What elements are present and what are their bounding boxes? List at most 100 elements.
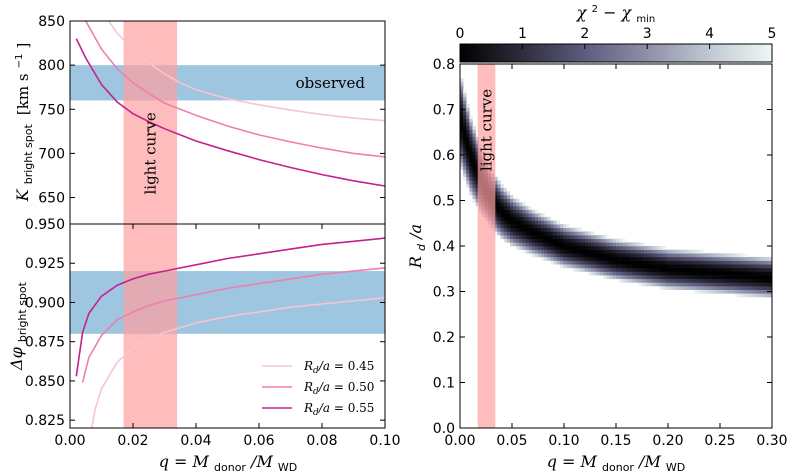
heatmap-cell <box>525 235 529 240</box>
heatmap-cell <box>665 271 670 276</box>
heatmap-cell <box>737 289 742 294</box>
heatmap-cell <box>472 198 476 203</box>
heatmap-cell <box>656 271 660 276</box>
heatmap-cell <box>609 242 614 247</box>
heatmap-cell <box>687 260 692 265</box>
heatmap-cell <box>466 111 470 116</box>
heatmap-cell <box>687 271 692 276</box>
heatmap-cell <box>469 122 473 127</box>
light-curve-band <box>123 224 178 428</box>
heatmap-cell <box>559 238 564 243</box>
heatmap-cell <box>634 271 639 276</box>
heatmap-cell <box>690 267 695 272</box>
heatmap-cell <box>669 271 673 276</box>
heatmap-cell <box>538 224 542 229</box>
heatmap-cell <box>709 256 714 261</box>
heatmap-cell <box>475 176 480 181</box>
heatmap-cell <box>640 253 645 258</box>
heatmap-cell <box>669 278 673 283</box>
heatmap-cell <box>768 264 772 269</box>
heatmap-cell <box>472 129 476 134</box>
heatmap-cell <box>516 213 520 218</box>
heatmap-cell <box>690 249 695 254</box>
heatmap-cell <box>503 220 508 225</box>
heatmap-cell <box>597 253 601 258</box>
heatmap-cell <box>569 249 573 254</box>
heatmap-cell <box>659 282 664 287</box>
heatmap-cell <box>728 264 732 269</box>
heatmap-cell <box>712 256 717 261</box>
heatmap-cell <box>762 264 767 269</box>
heatmap-cell <box>569 256 573 261</box>
heatmap-cell <box>497 184 501 189</box>
heatmap-cell <box>469 158 473 163</box>
heatmap-cell <box>575 227 579 232</box>
heatmap-cell <box>659 267 664 272</box>
heatmap-cell <box>600 271 604 276</box>
heatmap-cell <box>612 246 617 250</box>
heatmap-cell <box>628 260 632 265</box>
heatmap-cell <box>600 256 604 261</box>
heatmap-cell <box>722 289 726 294</box>
heatmap-cell <box>600 249 604 254</box>
heatmap-cell <box>572 256 576 261</box>
heatmap-cell <box>534 242 539 247</box>
x-tick-label: 0.02 <box>117 433 148 449</box>
series-lines <box>75 237 385 428</box>
heatmap-cell <box>463 144 467 149</box>
heatmap-cell <box>694 249 698 254</box>
heatmap-cell <box>731 286 735 290</box>
heatmap-cell <box>616 238 620 243</box>
heatmap-cell <box>534 253 539 258</box>
heatmap-cell <box>747 264 751 269</box>
heatmap-cell <box>631 264 636 269</box>
heatmap-cell <box>497 213 501 218</box>
heatmap-cell <box>681 275 685 280</box>
heatmap-cell <box>718 256 723 261</box>
heatmap-cell <box>725 275 729 280</box>
heatmap-cell <box>494 195 498 199</box>
heatmap-cell <box>609 260 614 265</box>
heatmap-cell <box>765 278 770 283</box>
heatmap-cell <box>709 260 714 265</box>
heatmap-cell <box>566 246 570 250</box>
heatmap-cell <box>522 209 526 214</box>
heatmap-cell <box>612 275 617 280</box>
heatmap-cell <box>737 253 742 258</box>
heatmap-cell <box>566 227 570 232</box>
heatmap-cell <box>516 220 520 225</box>
heatmap-cell <box>597 256 601 261</box>
heatmap-cell <box>703 260 707 265</box>
y-axis-label: Δφ bright spot <box>7 281 29 371</box>
heatmap-cell <box>475 151 480 156</box>
heatmap-cell <box>750 278 754 283</box>
heatmap-cell <box>612 264 617 269</box>
x-axis-label: q = M donor /M WD <box>159 452 298 475</box>
heatmap-cell <box>550 246 554 250</box>
heatmap-cell <box>575 253 579 258</box>
heatmap-cell <box>681 267 685 272</box>
heatmap-cell <box>534 216 539 221</box>
cb-label-sub: min <box>636 14 655 25</box>
heatmap-cell <box>743 286 748 290</box>
heatmap-cell <box>581 235 586 240</box>
heatmap-cell <box>740 253 745 258</box>
heatmap-cell <box>722 264 726 269</box>
heatmap-cell <box>513 227 517 232</box>
series-line-1 <box>81 267 385 383</box>
heatmap-cell <box>753 271 757 276</box>
cb-label-sup: 2 <box>592 4 598 15</box>
heatmap-cell <box>594 253 598 258</box>
heatmap-cell <box>625 242 629 247</box>
heatmap-cell <box>690 256 695 261</box>
heatmap-cell <box>594 235 598 240</box>
heatmap-cell <box>503 216 508 221</box>
heatmap-cell <box>762 278 767 283</box>
heatmap-cell <box>659 249 664 254</box>
heatmap-cell <box>700 264 704 269</box>
heatmap-cell <box>684 256 689 261</box>
heatmap-cell <box>509 195 514 199</box>
heatmap-cell <box>597 238 601 243</box>
heatmap-cell <box>472 151 476 156</box>
heatmap-cell <box>594 256 598 261</box>
